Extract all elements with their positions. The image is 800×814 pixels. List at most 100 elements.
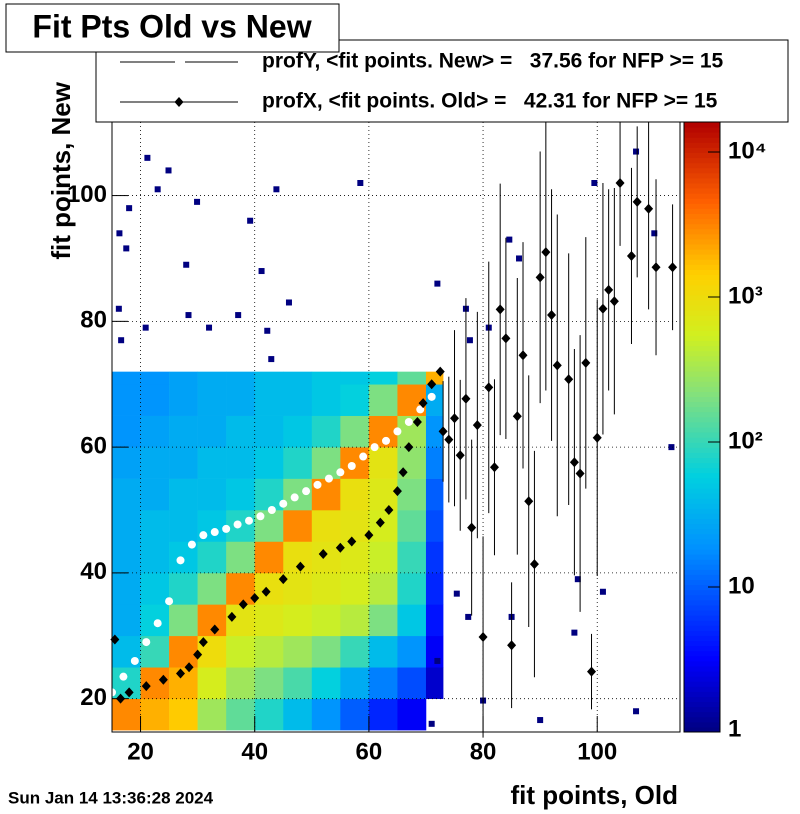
profile-point — [347, 536, 357, 547]
profile-point — [227, 611, 237, 622]
color-scale — [684, 472, 720, 479]
sparse-cell — [516, 255, 523, 262]
profile-point — [250, 593, 260, 604]
color-scale — [684, 518, 720, 525]
heat-cell — [283, 604, 313, 637]
profile-point — [141, 681, 151, 692]
heat-cell — [311, 447, 341, 479]
color-scale — [684, 691, 720, 697]
heat-cell — [226, 572, 256, 605]
heat-cell — [397, 510, 427, 542]
heat-cell — [368, 384, 398, 416]
profile-point — [278, 574, 288, 585]
profile-point — [651, 262, 661, 273]
sparse-cell — [123, 245, 130, 252]
profile-point — [193, 649, 203, 660]
heat-cell — [197, 478, 227, 511]
profile-point — [347, 461, 356, 470]
heat-cell — [140, 698, 170, 731]
heat-cell — [197, 371, 227, 385]
z-tick-label: 10⁴ — [728, 137, 767, 164]
heat-cell — [112, 541, 141, 574]
color-scale — [684, 127, 720, 133]
color-scale — [684, 610, 720, 616]
profile-point — [632, 196, 642, 207]
heat-cell — [169, 478, 198, 511]
color-scale — [684, 488, 720, 494]
heat-cell — [425, 541, 444, 574]
color-scale — [684, 579, 720, 586]
heat-cell — [340, 604, 370, 637]
color-scale — [684, 513, 720, 519]
color-scale — [684, 721, 720, 728]
color-scale — [684, 559, 720, 565]
heat-cell — [140, 478, 170, 511]
heat-cell — [425, 572, 444, 605]
heat-cell — [169, 384, 198, 416]
color-scale — [684, 421, 720, 428]
x-tick-label: 60 — [356, 738, 383, 765]
sparse-cell — [285, 299, 292, 306]
heat-cell — [197, 698, 227, 731]
profile-point — [529, 559, 539, 570]
color-scale — [684, 564, 720, 570]
z-tick-label: 10² — [728, 427, 763, 454]
color-scale — [684, 452, 720, 458]
heat-cell — [197, 667, 227, 699]
legend-marker — [174, 97, 184, 107]
profile-point — [427, 392, 436, 401]
profile-point — [535, 272, 545, 283]
profile-point — [547, 310, 557, 321]
heat-cell — [226, 371, 256, 385]
profile-point — [324, 474, 333, 483]
heat-cell — [283, 510, 313, 542]
color-scale — [684, 355, 720, 362]
color-scale — [684, 386, 720, 392]
color-scale — [684, 462, 720, 469]
legend-box — [95, 39, 789, 123]
sparse-cell — [235, 312, 242, 319]
color-scale — [684, 147, 720, 153]
sparse-cell — [247, 217, 254, 224]
color-scale — [684, 554, 720, 560]
sparse-cell — [154, 186, 161, 193]
sparse-cell — [118, 337, 125, 344]
z-tick-label: 1 — [728, 715, 741, 742]
color-scale — [684, 437, 720, 443]
color-scale — [684, 259, 720, 265]
heat-cell — [340, 478, 370, 511]
color-scale — [684, 726, 720, 733]
color-scale — [684, 549, 720, 555]
profile-point — [541, 247, 551, 258]
color-scale — [684, 371, 720, 377]
y-tick-label: 20 — [80, 684, 107, 711]
sparse-cell — [183, 261, 190, 268]
color-scale — [684, 335, 720, 342]
heat-cell — [226, 541, 256, 574]
heat-cell — [397, 371, 427, 385]
heat-cell — [425, 604, 444, 637]
color-scale — [684, 233, 720, 240]
profile-point — [416, 405, 425, 414]
profile-point — [393, 427, 402, 436]
profile-point — [478, 632, 488, 643]
color-scale — [684, 477, 720, 484]
profile-point — [384, 505, 394, 516]
z-tick-label: 10³ — [728, 282, 763, 309]
x-tick-label: 80 — [470, 738, 497, 765]
heat-cell — [311, 667, 341, 699]
color-scale — [684, 284, 720, 291]
z-tick-label: 10 — [728, 572, 755, 599]
profile-point — [364, 530, 374, 541]
profile-point — [604, 284, 614, 295]
color-scale — [684, 442, 720, 448]
profile-point — [450, 413, 460, 424]
heat-cell — [340, 572, 370, 605]
x-tick-label: 40 — [241, 738, 268, 765]
heat-cell — [368, 541, 398, 574]
color-scale — [684, 457, 720, 464]
heat-cell — [368, 667, 398, 699]
heat-cell — [311, 384, 341, 416]
profile-point — [222, 524, 231, 533]
color-scale — [684, 406, 720, 413]
